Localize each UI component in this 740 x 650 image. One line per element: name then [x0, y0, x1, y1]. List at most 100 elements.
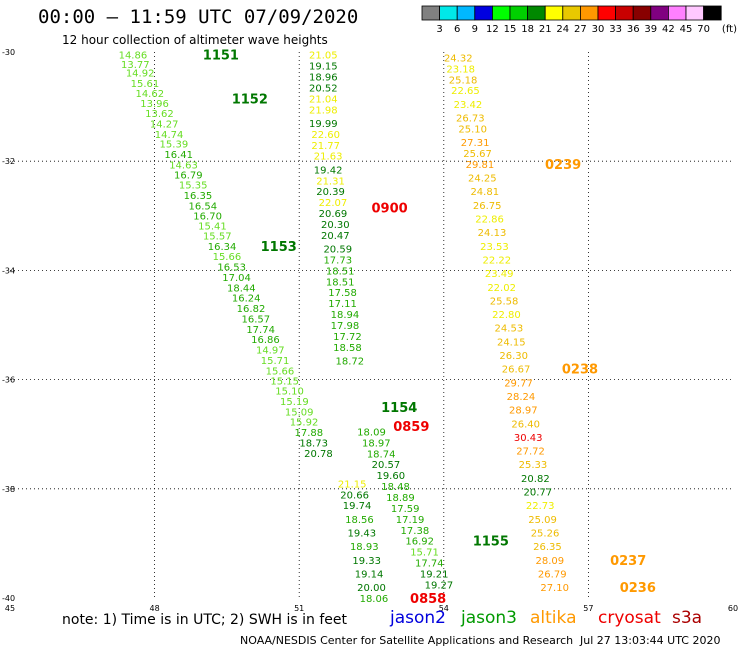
- data-point-jason3: 16.41: [164, 150, 193, 161]
- colorbar-label: 15: [504, 24, 517, 35]
- data-point-jason3: 21.15: [338, 479, 367, 490]
- data-point-altika: 22.65: [451, 86, 480, 97]
- data-point-altika: 27.10: [540, 583, 569, 594]
- data-point-altika: 22.80: [492, 310, 521, 321]
- data-point-jason3: 18.51: [326, 277, 355, 288]
- colorbar-label: 9: [472, 24, 478, 35]
- data-point-jason3: 19.43: [348, 528, 377, 539]
- x-tick-label: 48: [150, 604, 160, 612]
- data-point-jason3: 18.09: [357, 427, 386, 438]
- data-point-altika: 27.72: [516, 447, 545, 458]
- pass-time-label: 1152: [232, 92, 268, 107]
- data-point-jason3: 15.35: [179, 181, 208, 192]
- credit-text: NOAA/NESDIS Center for Satellite Applica…: [240, 634, 574, 647]
- data-point-jason3: 20.69: [319, 209, 348, 220]
- data-point-altika: 26.30: [499, 351, 528, 362]
- data-point-jason3: 15.15: [270, 377, 299, 388]
- colorbar-label: 18: [521, 24, 534, 35]
- data-point-altika: 25.18: [449, 75, 478, 86]
- data-point-jason3: 14.63: [169, 160, 198, 171]
- data-point-altika: 23.53: [480, 242, 509, 253]
- data-point-altika: 28.97: [509, 406, 538, 417]
- data-point-jason3: 18.58: [333, 343, 362, 354]
- data-point-jason3: 21.05: [309, 51, 338, 62]
- data-point-altika: 24.32: [444, 53, 473, 64]
- data-point-jason3: 20.00: [357, 583, 386, 594]
- data-point-altika: 25.33: [519, 460, 548, 471]
- data-point-jason3: 19.60: [376, 471, 405, 482]
- data-point-jason3: 17.72: [333, 332, 362, 343]
- data-point-jason3: 21.04: [309, 94, 338, 105]
- data-point-jason3: 17.98: [331, 321, 360, 332]
- data-point-altika: 22.86: [475, 215, 504, 226]
- data-point-jason3: 19.99: [309, 119, 338, 130]
- data-point-jason3: 20.47: [321, 231, 350, 242]
- x-tick-label: 54: [439, 604, 449, 612]
- data-point-altika: 28.24: [507, 392, 536, 403]
- pass-time-label: 1153: [261, 240, 297, 255]
- pass-time-label: 0858: [410, 592, 446, 607]
- data-point-altika: 23.18: [446, 64, 475, 75]
- data-point-altika: 22.73: [526, 501, 555, 512]
- colorbar-swatch: [703, 5, 722, 21]
- data-point-jason3: 18.94: [331, 310, 360, 321]
- y-tick-label: -36: [2, 376, 15, 385]
- data-point-jason3: 16.79: [174, 170, 203, 181]
- data-point-jason3: 17.58: [328, 288, 357, 299]
- data-point-jason3: 18.72: [335, 356, 364, 367]
- data-point-jason3: 17.74: [415, 559, 444, 570]
- data-point-jason3: 16.70: [193, 211, 222, 222]
- generated-timestamp: Jul 27 13:03:44 UTC 2020: [580, 634, 721, 647]
- data-point-jason3: 18.97: [362, 438, 391, 449]
- data-point-jason3: 15.61: [131, 79, 160, 90]
- data-point-altika: 25.67: [463, 149, 492, 160]
- data-point-jason3: 20.59: [323, 245, 352, 256]
- data-point-jason3: 16.35: [184, 191, 213, 202]
- data-point-jason3: 21.77: [311, 141, 340, 152]
- data-point-jason3: 13.96: [140, 99, 169, 110]
- data-point-jason3: 14.97: [256, 346, 285, 357]
- data-point-jason3: 15.66: [213, 252, 242, 263]
- pass-time-label: 0237: [610, 554, 646, 569]
- data-point-altika: 25.26: [531, 528, 560, 539]
- data-point-jason3: 18.89: [386, 493, 415, 504]
- data-point-jason3: 19.33: [352, 556, 381, 567]
- data-point-jason3: 20.30: [321, 220, 350, 231]
- pass-time-label: 0859: [393, 420, 429, 435]
- data-point-altika: 23.49: [485, 269, 514, 280]
- colorbar-label: 12: [486, 24, 499, 35]
- data-point-jason3: 19.21: [420, 569, 449, 580]
- data-point-altika: 25.09: [528, 515, 557, 526]
- y-tick-label: -40: [2, 594, 15, 603]
- legend-jason3: jason3: [461, 608, 517, 628]
- x-tick-label: 45: [5, 604, 15, 612]
- data-point-jason3: 15.57: [203, 231, 232, 242]
- data-point-jason3: 18.74: [367, 449, 396, 460]
- data-point-jason3: 16.24: [232, 294, 261, 305]
- legend-jason2: jason2: [390, 608, 446, 628]
- data-point-jason3: 15.41: [198, 222, 227, 233]
- data-point-altika: 26.73: [456, 114, 485, 125]
- colorbar-label: 70: [697, 24, 710, 35]
- colorbar-label: 24: [556, 24, 569, 35]
- colorbar-label: 42: [662, 24, 675, 35]
- data-point-altika: 24.53: [495, 324, 524, 335]
- data-point-jason3: 18.51: [326, 266, 355, 277]
- data-point-jason3: 16.86: [251, 335, 280, 346]
- colorbar-label: 30: [592, 24, 605, 35]
- x-tick-label: 51: [294, 604, 304, 612]
- data-point-altika: 24.81: [470, 187, 499, 198]
- data-point-jason3: 18.06: [360, 594, 389, 605]
- data-point-altika: 25.10: [458, 124, 487, 135]
- footer-note: note: 1) Time is in UTC; 2) SWH is in fe…: [62, 612, 348, 628]
- data-point-jason3: 19.15: [309, 62, 338, 73]
- data-point-jason3: 14.92: [126, 69, 155, 80]
- data-point-altika: 26.79: [538, 569, 567, 580]
- data-point-altika: 22.02: [487, 283, 516, 294]
- data-point-jason3: 19.14: [355, 569, 384, 580]
- legend-altika: altika: [530, 608, 577, 628]
- y-tick-label: -30: [2, 48, 15, 57]
- data-point-jason3: 18.56: [345, 515, 374, 526]
- pass-time-label: 1151: [203, 49, 239, 64]
- data-point-altika: 29.81: [466, 160, 495, 171]
